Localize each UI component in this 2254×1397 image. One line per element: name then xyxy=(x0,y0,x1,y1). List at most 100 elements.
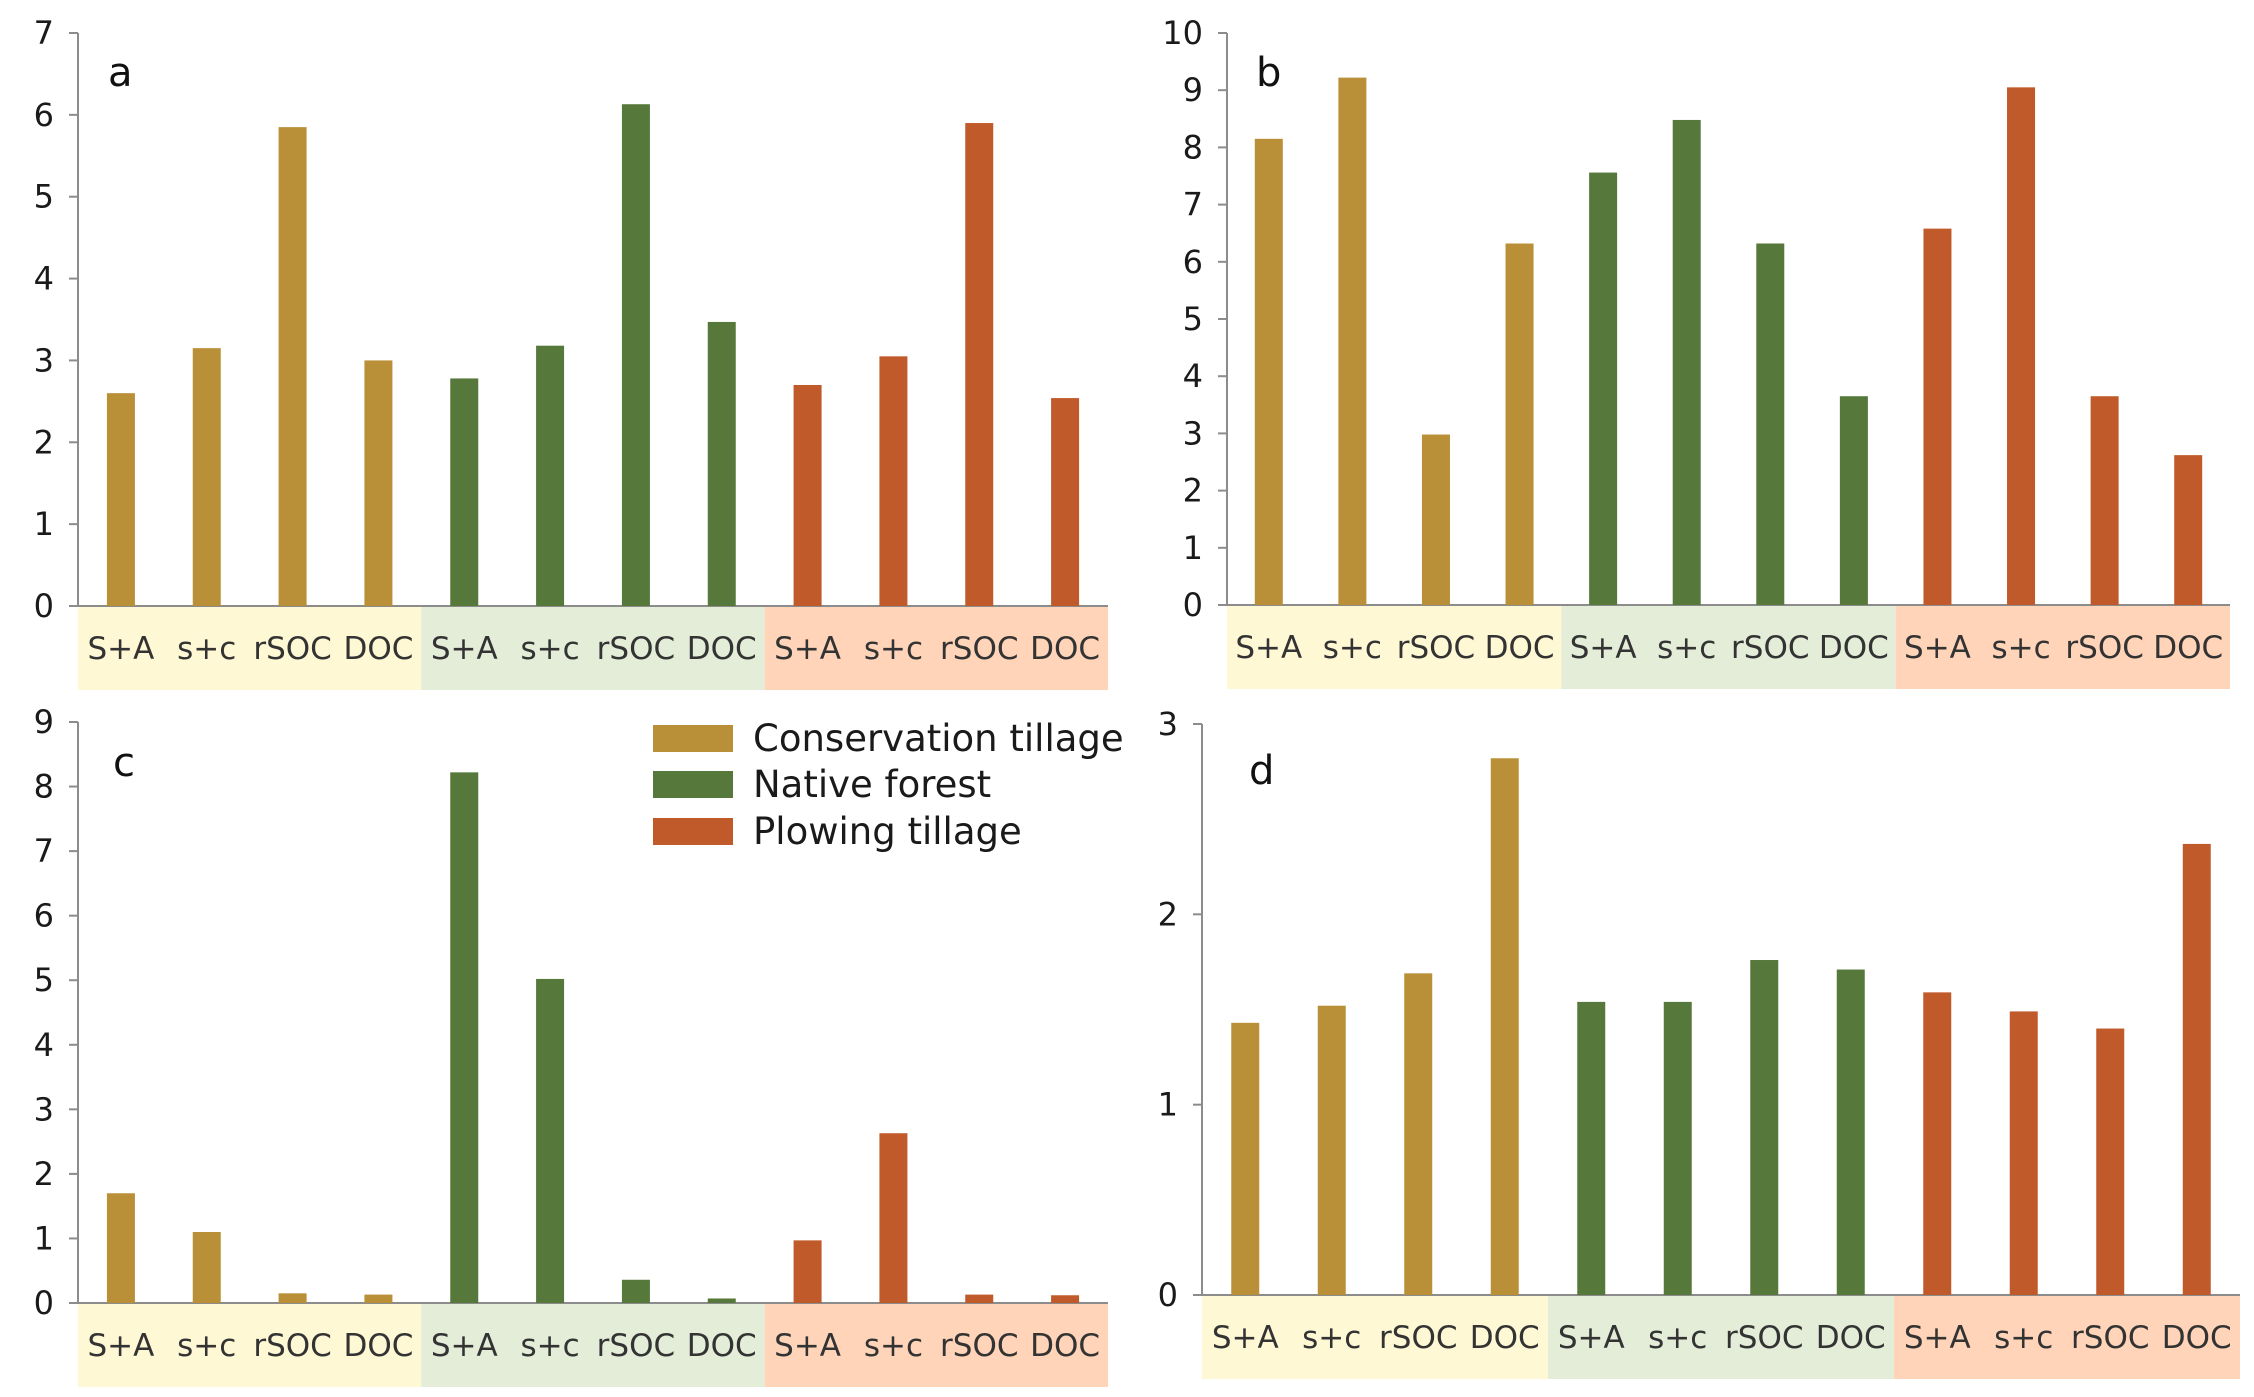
panel-d-bar-native-forest-doc xyxy=(1836,969,1865,1295)
panel-c-ytick-label: 9 xyxy=(34,703,54,741)
panel-b-category-label: S+A xyxy=(1235,630,1302,666)
panel-a-category-label: rSOC xyxy=(940,631,1018,667)
panel-c-bar-plowing-tillage-doc xyxy=(1051,1295,1080,1303)
panel-d-band-conservation-tillage xyxy=(1202,1295,1548,1379)
panel-b-category-label: s+c xyxy=(1991,630,2050,666)
panel-a-bar-plowing-tillage-s-a xyxy=(793,384,822,606)
panel-b: 0 1 2 3 4 5 6 7 8 9 10 S+A s+c rSOC DOC S+A s+c rSOC DOC S+… xyxy=(1162,14,2230,666)
panel-d-band-native-forest xyxy=(1548,1295,1894,1379)
panel-c-ytick-label: 5 xyxy=(34,961,54,999)
legend: Conservation tillage Native forest Plowi… xyxy=(653,717,1124,853)
panel-b-ytick-label: 5 xyxy=(1183,300,1203,338)
panel-b-bar-conservation-tillage-s-c xyxy=(1338,77,1367,606)
panel-b-bar-conservation-tillage-rsoc xyxy=(1421,434,1450,605)
panel-c-category-label: rSOC xyxy=(597,1328,675,1364)
panel-b-category-label: DOC xyxy=(2153,630,2223,666)
panel-d-category-label: DOC xyxy=(1816,1320,1886,1356)
panel-a-bar-conservation-tillage-s-a xyxy=(106,393,135,606)
panel-b-category-label: S+A xyxy=(1904,630,1971,666)
panel-a-label: a xyxy=(108,50,133,96)
panel-c-category-label: S+A xyxy=(87,1328,154,1364)
panel-d-ytick-label: 3 xyxy=(1158,705,1178,743)
panel-d-ytick-label: 2 xyxy=(1158,895,1178,933)
panel-c-bar-plowing-tillage-s-a xyxy=(793,1240,822,1303)
panel-b-bar-plowing-tillage-rsoc xyxy=(2090,396,2119,605)
panel-c-bar-plowing-tillage-s-c xyxy=(879,1133,908,1303)
panel-a-ytick-label: 3 xyxy=(34,341,54,379)
panel-c-band-conservation-tillage xyxy=(78,1303,422,1387)
panel-b-ytick-label: 10 xyxy=(1162,14,1203,52)
panel-d-category-label: s+c xyxy=(1994,1320,2053,1356)
panel-d-category-label: rSOC xyxy=(2071,1320,2149,1356)
panel-c-ytick-label: 6 xyxy=(34,897,54,935)
panel-d-category-label: DOC xyxy=(1470,1320,1540,1356)
panel-b-bar-native-forest-rsoc xyxy=(1756,243,1785,605)
panel-b-ytick-label: 4 xyxy=(1183,357,1203,395)
panel-a-ytick-label: 0 xyxy=(34,587,54,625)
panel-a-bar-plowing-tillage-doc xyxy=(1051,398,1080,606)
panel-c-bar-native-forest-s-a xyxy=(450,772,479,1303)
panel-d-category-label: rSOC xyxy=(1725,1320,1803,1356)
panel-a-category-label: rSOC xyxy=(253,631,331,667)
panel-c-ytick-label: 3 xyxy=(34,1090,54,1128)
panel-d-category-label: s+c xyxy=(1302,1320,1361,1356)
panel-c-ytick-label: 8 xyxy=(34,768,54,806)
panel-c-category-label: s+c xyxy=(520,1328,579,1364)
panel-b-category-label: S+A xyxy=(1570,630,1637,666)
panel-c-bar-conservation-tillage-doc xyxy=(364,1294,393,1303)
panel-d-ytick-label: 1 xyxy=(1158,1086,1178,1124)
panel-b-bar-plowing-tillage-s-a xyxy=(1923,228,1952,605)
panel-b-bar-native-forest-s-c xyxy=(1672,119,1701,605)
panel-c-category-label: rSOC xyxy=(940,1328,1018,1364)
panel-d-bar-native-forest-rsoc xyxy=(1750,960,1779,1295)
panel-d-category-label: s+c xyxy=(1648,1320,1707,1356)
panel-c: 0 1 2 3 4 5 6 7 8 9 S+A s+c rSOC DOC S+A s+c rSOC DOC S+A s… xyxy=(34,703,1108,1364)
legend-label-native-forest: Native forest xyxy=(753,763,991,806)
panel-d-bar-plowing-tillage-rsoc xyxy=(2096,1028,2125,1295)
panel-b-category-label: rSOC xyxy=(2065,630,2143,666)
panel-a-category-label: S+A xyxy=(87,631,154,667)
panel-c-category-label: DOC xyxy=(1030,1328,1100,1364)
panel-b-bar-conservation-tillage-s-a xyxy=(1254,138,1283,605)
panel-d-category-label: rSOC xyxy=(1379,1320,1457,1356)
panel-b-ytick-label: 1 xyxy=(1183,529,1203,567)
panel-a-band-conservation-tillage xyxy=(78,606,422,690)
panel-a-bar-plowing-tillage-s-c xyxy=(879,356,908,606)
panel-c-ytick-label: 4 xyxy=(34,1026,54,1064)
panel-a-bar-native-forest-doc xyxy=(707,321,736,606)
panel-a-bar-conservation-tillage-s-c xyxy=(192,348,221,606)
panel-b-category-label: rSOC xyxy=(1397,630,1475,666)
legend-swatch-native-forest xyxy=(653,771,733,798)
panel-d-bar-conservation-tillage-s-c xyxy=(1317,1005,1346,1295)
panel-b-category-label: DOC xyxy=(1485,630,1555,666)
panel-a-ytick-label: 7 xyxy=(34,14,54,52)
panel-a-category-label: s+c xyxy=(864,631,923,667)
chart-panels: 0 1 2 3 4 5 6 7 S+A s+c rSOC DOC S+A s+c rSOC DOC S+A s+c… xyxy=(34,14,2240,1364)
panel-c-bar-native-forest-s-c xyxy=(536,978,565,1303)
panel-d-bar-plowing-tillage-doc xyxy=(2182,843,2211,1295)
panel-a-band-native-forest xyxy=(421,606,765,690)
panel-b-band-plowing-tillage xyxy=(1895,605,2230,689)
panel-a-category-label: S+A xyxy=(774,631,841,667)
legend-label-conservation-tillage: Conservation tillage xyxy=(753,717,1124,760)
panel-d-category-label: DOC xyxy=(2162,1320,2232,1356)
panel-d-category-label: S+A xyxy=(1904,1320,1971,1356)
panel-d-bar-plowing-tillage-s-c xyxy=(2009,1011,2038,1295)
panel-a-bar-plowing-tillage-rsoc xyxy=(965,123,994,607)
panel-d-bar-native-forest-s-a xyxy=(1577,1001,1606,1295)
panel-a-category-label: s+c xyxy=(177,631,236,667)
panel-b-bar-plowing-tillage-s-c xyxy=(2007,87,2036,606)
panel-c-band-plowing-tillage xyxy=(764,1303,1108,1387)
panel-a-category-label: s+c xyxy=(520,631,579,667)
panel-a-category-label: DOC xyxy=(687,631,757,667)
panel-d-category-label: S+A xyxy=(1212,1320,1279,1356)
panel-c-category-label: DOC xyxy=(687,1328,757,1364)
panel-c-bar-conservation-tillage-rsoc xyxy=(278,1293,307,1303)
panel-a-ytick-label: 5 xyxy=(34,178,54,216)
panel-a-category-label: DOC xyxy=(343,631,413,667)
panel-c-ytick-label: 2 xyxy=(34,1155,54,1193)
panel-c-ytick-label: 0 xyxy=(34,1284,54,1322)
panel-c-ytick-label: 1 xyxy=(34,1219,54,1257)
panel-a-bar-native-forest-s-c xyxy=(536,345,565,606)
panel-b-ytick-label: 8 xyxy=(1183,128,1203,166)
